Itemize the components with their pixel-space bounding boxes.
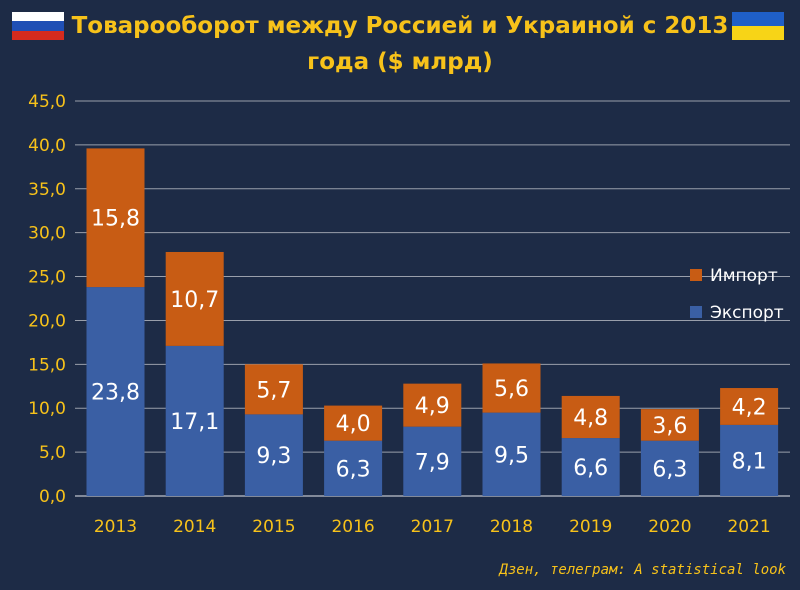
bar-import: [403, 383, 462, 427]
bar-import: [720, 388, 779, 425]
bar-import: [86, 148, 145, 288]
legend-label: Импорт: [710, 266, 778, 286]
x-tick-label: 2021: [727, 517, 770, 537]
data-label-export: 6,3: [336, 457, 371, 482]
data-label-import: 5,7: [256, 378, 291, 403]
legend-swatch: [690, 306, 702, 318]
data-label-export: 6,3: [652, 457, 687, 482]
data-label-import: 3,6: [652, 414, 687, 439]
data-label-import: 4,0: [336, 412, 371, 437]
ukraine-flag-icon: [732, 12, 784, 40]
bar-export: [244, 414, 303, 496]
bar-export: [324, 440, 383, 496]
bar-export: [482, 412, 541, 496]
y-tick-label: 0,0: [39, 487, 66, 507]
data-label-export: 17,1: [170, 410, 219, 435]
bar-import: [244, 364, 303, 415]
x-tick-label: 2016: [331, 517, 374, 537]
bar-import: [482, 363, 541, 413]
bar-import: [165, 251, 224, 346]
chart-title-line-2: года ($ млрд): [307, 49, 493, 75]
y-tick-label: 20,0: [28, 311, 66, 331]
y-tick-label: 30,0: [28, 224, 66, 244]
data-label-import: 4,8: [573, 406, 608, 431]
bar-export: [403, 426, 462, 496]
data-label-import: 4,2: [732, 395, 767, 420]
y-tick-label: 5,0: [39, 443, 66, 463]
bar-import: [640, 409, 699, 441]
chart-title-line-1: Товарооборот между Россией и Украиной с …: [71, 13, 729, 39]
data-label-import: 4,9: [415, 394, 450, 419]
legend-label: Экспорт: [710, 303, 784, 323]
data-label-import: 15,8: [91, 207, 140, 232]
data-label-export: 8,1: [732, 449, 767, 474]
data-label-export: 7,9: [415, 450, 450, 475]
data-label-export: 6,6: [573, 456, 608, 481]
chart-title: Товарооборот между Россией и Украиной с …: [70, 8, 730, 80]
data-label-export: 9,3: [256, 444, 291, 469]
x-tick-label: 2019: [569, 517, 612, 537]
bar-export: [165, 345, 224, 496]
data-label-export: 23,8: [91, 381, 140, 406]
y-tick-label: 40,0: [28, 136, 66, 156]
legend-swatch: [690, 269, 702, 281]
x-tick-label: 2017: [411, 517, 454, 537]
data-label-import: 10,7: [170, 288, 219, 313]
data-label-export: 9,5: [494, 443, 529, 468]
y-tick-label: 45,0: [28, 92, 66, 112]
y-tick-label: 15,0: [28, 355, 66, 375]
y-tick-label: 25,0: [28, 268, 66, 288]
bar-export: [720, 424, 779, 496]
bar-export: [561, 438, 620, 496]
russia-flag-icon: [12, 12, 64, 40]
bar-export: [86, 287, 145, 496]
x-tick-label: 2020: [648, 517, 691, 537]
source-credit: Дзен, телеграм: A statistical look: [499, 562, 786, 578]
bar-import: [324, 405, 383, 441]
y-tick-label: 35,0: [28, 180, 66, 200]
y-tick-label: 10,0: [28, 399, 66, 419]
x-tick-label: 2018: [490, 517, 533, 537]
data-label-import: 5,6: [494, 377, 529, 402]
x-tick-label: 2013: [94, 517, 137, 537]
bar-import: [561, 395, 620, 439]
bar-export: [640, 440, 699, 496]
x-tick-label: 2014: [173, 517, 216, 537]
x-tick-label: 2015: [252, 517, 295, 537]
